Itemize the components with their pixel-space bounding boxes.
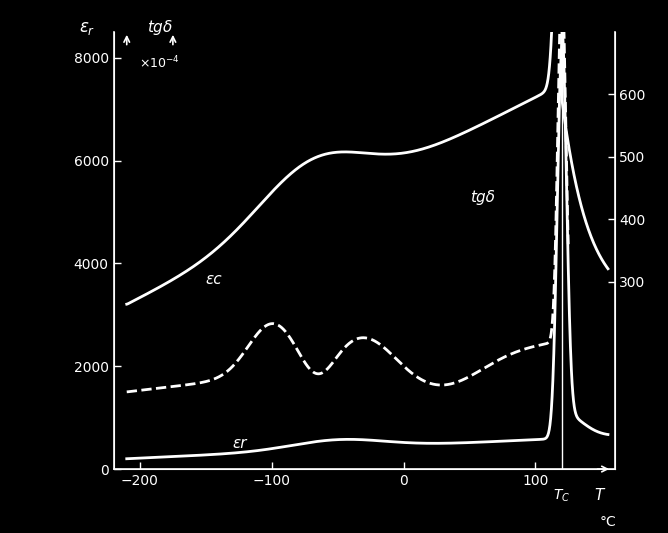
Text: εr: εr <box>232 437 246 451</box>
Text: $\varepsilon_r$: $\varepsilon_r$ <box>79 19 96 37</box>
Text: T: T <box>594 488 603 503</box>
Text: °C: °C <box>600 514 617 529</box>
Text: $tg\delta$: $tg\delta$ <box>146 18 173 37</box>
Text: $T_C$: $T_C$ <box>553 488 570 504</box>
Text: εc: εc <box>206 272 222 287</box>
Text: tgδ: tgδ <box>470 190 494 205</box>
Text: $\times 10^{-4}$: $\times 10^{-4}$ <box>140 54 180 71</box>
